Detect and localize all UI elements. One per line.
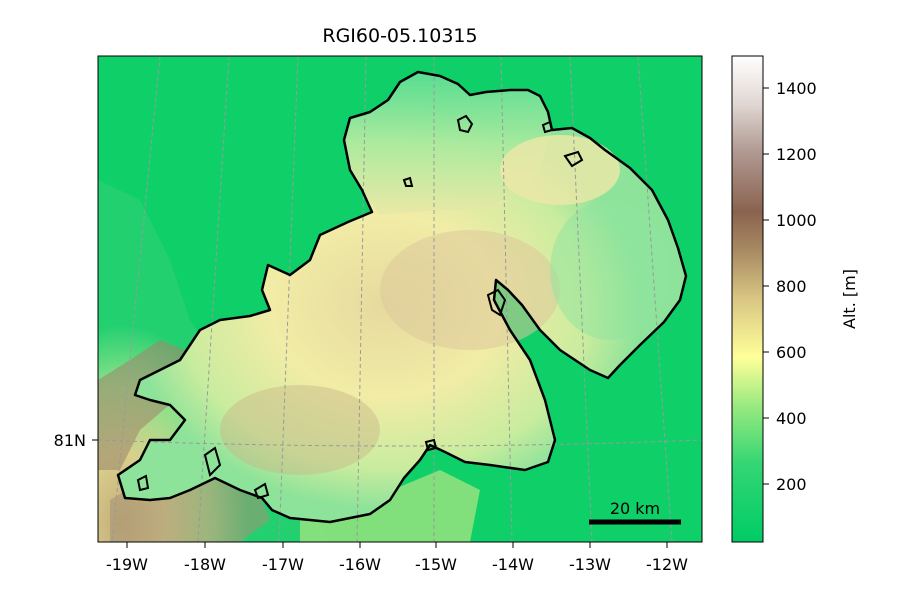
lon-label: -15W [415,555,457,574]
lon-label: -17W [262,555,304,574]
lon-label: -19W [106,555,148,574]
lon-label: -14W [492,555,534,574]
nunatak-outlines [136,114,584,500]
map-panel: 20 km [98,56,702,542]
ice-northeast-dome [500,135,620,205]
colorbar-gradient [731,55,764,543]
colorbar-tick-label: 1400 [776,79,817,98]
colorbar-label: Alt. [m] [840,269,859,329]
colorbar-ticks [763,87,769,485]
colorbar: 200 400 600 800 1000 1200 1400 Alt. [m] [731,55,859,543]
ice-cap-north-lobe [344,72,552,215]
ice-east-lobe [550,200,670,340]
ice-summit [380,230,560,350]
longitude-axis: -19W -18W -17W -16W -15W -14W -13W -12W [106,542,688,574]
colorbar-tick-label: 800 [776,277,807,296]
lon-label: -12W [646,555,688,574]
ice-ridge-west [220,385,380,475]
lat-label: 81N [54,431,86,450]
map-frame [97,55,703,543]
latitude-axis: 81N [54,431,98,450]
lon-label: -13W [569,555,611,574]
lon-label: -18W [184,555,226,574]
colorbar-tick-label: 400 [776,409,807,428]
map-title: RGI60-05.10315 [322,25,477,47]
colorbar-tick-label: 1200 [776,145,817,164]
glacier-outline [116,70,688,524]
scalebar: 20 km [589,499,681,525]
colorbar-tick-label: 600 [776,343,807,362]
colorbar-tick-label: 1000 [776,211,817,230]
scalebar-label: 20 km [610,499,660,518]
colorbar-tick-label: 200 [776,475,807,494]
graticule [98,56,702,542]
lon-label: -16W [339,555,381,574]
south-shore-terrain [300,470,480,542]
